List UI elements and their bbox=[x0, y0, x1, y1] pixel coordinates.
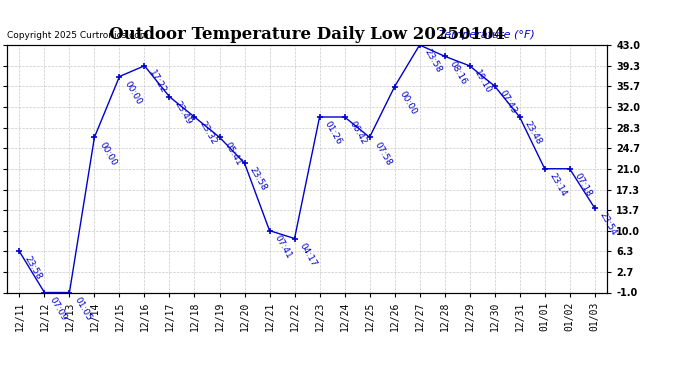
Text: 23:58: 23:58 bbox=[247, 166, 268, 193]
Text: 00:00: 00:00 bbox=[397, 89, 418, 116]
Text: 23:32: 23:32 bbox=[197, 120, 218, 147]
Text: 23:58: 23:58 bbox=[22, 254, 43, 281]
Text: Copyright 2025 Curtronics.com: Copyright 2025 Curtronics.com bbox=[7, 31, 148, 40]
Text: 06:42: 06:42 bbox=[347, 120, 368, 147]
Text: Temperature (°F): Temperature (°F) bbox=[439, 30, 535, 40]
Text: 00:00: 00:00 bbox=[122, 79, 143, 106]
Text: 23:58: 23:58 bbox=[422, 48, 443, 75]
Text: 07:58: 07:58 bbox=[373, 140, 393, 167]
Text: 23:48: 23:48 bbox=[522, 120, 543, 147]
Text: 04:17: 04:17 bbox=[297, 241, 318, 268]
Title: Outdoor Temperature Daily Low 20250104: Outdoor Temperature Daily Low 20250104 bbox=[109, 27, 505, 44]
Text: 07:18: 07:18 bbox=[573, 171, 593, 198]
Text: 00:00: 00:00 bbox=[97, 140, 118, 167]
Text: 23:14: 23:14 bbox=[547, 171, 568, 198]
Text: 07:43: 07:43 bbox=[497, 89, 518, 116]
Text: 01:26: 01:26 bbox=[322, 120, 343, 147]
Text: 07:09: 07:09 bbox=[47, 295, 68, 322]
Text: 01:05: 01:05 bbox=[72, 295, 93, 322]
Text: 07:41: 07:41 bbox=[273, 233, 293, 260]
Text: 05:41: 05:41 bbox=[222, 140, 243, 167]
Text: 23:49: 23:49 bbox=[172, 99, 193, 126]
Text: 23:54: 23:54 bbox=[598, 211, 618, 238]
Text: 17:22: 17:22 bbox=[147, 69, 168, 95]
Text: 19:10: 19:10 bbox=[473, 69, 493, 96]
Text: 08:16: 08:16 bbox=[447, 59, 468, 86]
